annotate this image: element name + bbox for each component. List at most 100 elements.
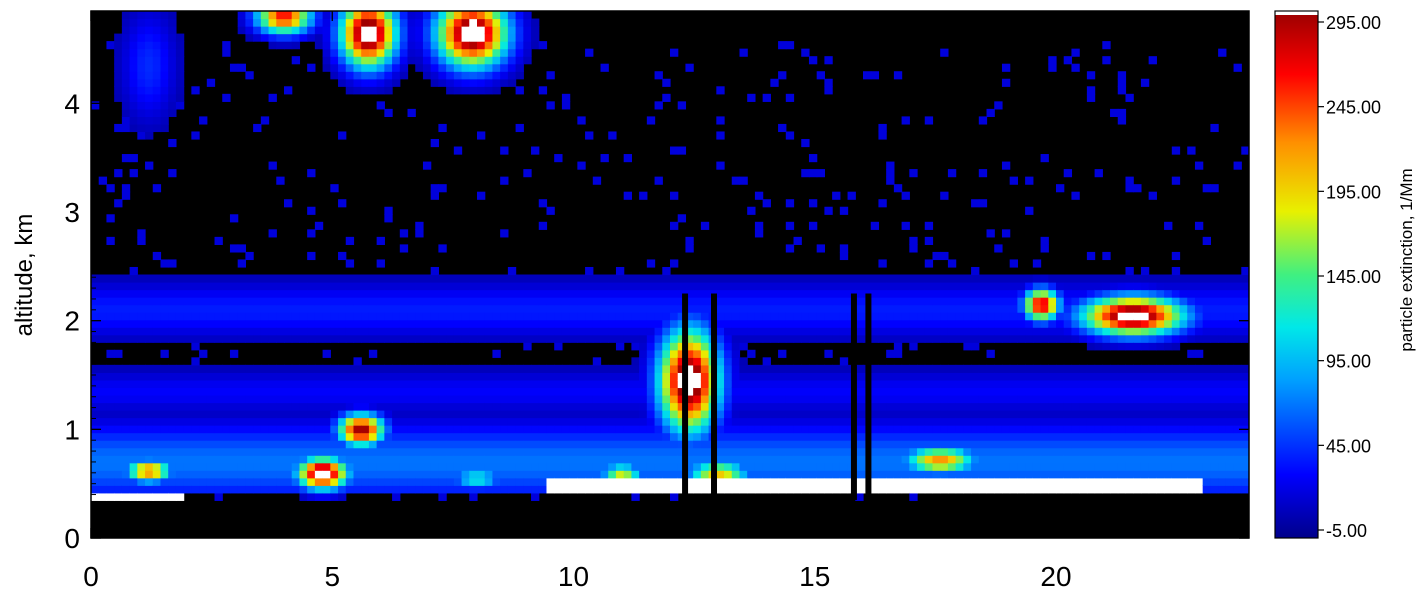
heatmap-cell <box>1025 282 1034 291</box>
heatmap-cell <box>716 357 725 366</box>
heatmap-cell <box>978 297 988 306</box>
heatmap-cell <box>940 485 949 494</box>
heatmap-cell <box>299 402 308 411</box>
heatmap-cell <box>353 379 362 389</box>
heatmap-cell <box>500 334 509 343</box>
heatmap-cell <box>199 425 208 434</box>
heatmap-cell <box>268 417 277 426</box>
heatmap-cell <box>886 379 895 389</box>
heatmap-cell <box>407 485 416 494</box>
heatmap-cell <box>322 63 331 72</box>
heatmap-cell <box>214 274 223 283</box>
heatmap-cell <box>1001 304 1011 313</box>
heatmap-cell <box>199 417 208 426</box>
heatmap-cell <box>469 387 478 396</box>
heatmap-cell <box>175 101 185 110</box>
heatmap-cell <box>716 432 725 441</box>
heatmap-cell <box>98 402 108 411</box>
heatmap-cell <box>199 470 208 479</box>
heatmap-cell <box>338 63 347 72</box>
heatmap-cell <box>932 334 941 343</box>
heatmap-cell <box>407 48 416 57</box>
heatmap-cell <box>237 425 246 434</box>
heatmap-cell <box>994 440 1003 449</box>
heatmap-cell <box>368 447 378 456</box>
heatmap-cell <box>685 357 694 366</box>
heatmap-cell <box>276 417 285 426</box>
heatmap-cell <box>623 154 632 163</box>
heatmap-cell <box>1148 304 1157 313</box>
heatmap-cell <box>1140 425 1150 434</box>
heatmap-cell <box>392 11 401 20</box>
heatmap-cell <box>114 56 123 65</box>
heatmap-cell <box>1179 470 1188 479</box>
heatmap-cell <box>947 425 957 434</box>
heatmap-cell <box>1187 349 1196 358</box>
heatmap-cell <box>368 71 378 80</box>
heatmap-cell <box>1071 289 1080 298</box>
heatmap-cell <box>1102 334 1111 343</box>
heatmap-cell <box>1063 387 1073 396</box>
heatmap-cell <box>121 432 131 441</box>
heatmap-cell <box>1125 379 1134 389</box>
heatmap-cell <box>392 372 401 381</box>
heatmap-cell <box>600 274 609 283</box>
heatmap-cell <box>716 447 725 456</box>
colorbar-tick-label: 295.00 <box>1326 13 1381 33</box>
heatmap-cell <box>214 327 223 336</box>
heatmap-cell <box>114 282 123 291</box>
heatmap-cell <box>314 18 324 27</box>
heatmap-cell <box>523 477 532 486</box>
heatmap-cell <box>1133 455 1142 464</box>
heatmap-cell <box>322 289 331 298</box>
heatmap-cell <box>901 312 910 321</box>
heatmap-cell <box>314 485 324 494</box>
colorbar: -5.0045.0095.00145.00195.00245.00295.00 … <box>1274 10 1416 541</box>
heatmap-cell <box>1063 440 1073 449</box>
heatmap-cell <box>276 33 285 42</box>
heatmap-cell <box>322 470 331 479</box>
heatmap-cell <box>245 477 254 486</box>
heatmap-cell <box>237 394 246 404</box>
heatmap-cell <box>399 11 409 20</box>
heatmap-cell <box>994 312 1003 321</box>
heatmap-cell <box>284 387 293 396</box>
heatmap-cell <box>1086 304 1096 313</box>
heatmap-cell <box>986 274 995 283</box>
heatmap-cell <box>168 56 177 65</box>
heatmap-cell <box>554 327 563 336</box>
no-data-bar <box>682 293 689 500</box>
heatmap-cell <box>91 364 100 373</box>
heatmap-cell <box>338 394 347 404</box>
heatmap-cell <box>114 289 123 298</box>
heatmap-cell <box>1241 485 1249 494</box>
heatmap-cell <box>1179 372 1188 381</box>
heatmap-cell <box>793 236 802 245</box>
heatmap-cell <box>639 372 648 381</box>
heatmap-cell <box>986 304 995 313</box>
heatmap-cell <box>847 282 856 291</box>
heatmap-cell <box>137 327 146 336</box>
heatmap-cell <box>670 455 679 464</box>
heatmap-cell <box>361 289 370 298</box>
heatmap-cell <box>507 485 517 494</box>
heatmap-cell <box>477 131 486 140</box>
heatmap-cell <box>353 71 362 80</box>
heatmap-cell <box>245 432 254 441</box>
heatmap-cell <box>98 387 108 396</box>
heatmap-cell <box>376 41 385 50</box>
heatmap-cell <box>507 394 517 404</box>
heatmap-cell <box>754 402 764 411</box>
heatmap-cell <box>577 372 586 381</box>
heatmap-cell <box>762 387 771 396</box>
heatmap-cell <box>1225 432 1235 441</box>
x-tick-label: 0 <box>83 561 99 592</box>
colorbar-tick-label: 95.00 <box>1326 352 1371 372</box>
heatmap-cell <box>461 372 470 381</box>
heatmap-cell <box>893 71 903 80</box>
heatmap-cell <box>1125 455 1134 464</box>
heatmap-cell <box>1156 485 1165 494</box>
heatmap-cell <box>376 462 385 471</box>
heatmap-cell <box>392 289 401 298</box>
heatmap-cell <box>793 477 802 486</box>
